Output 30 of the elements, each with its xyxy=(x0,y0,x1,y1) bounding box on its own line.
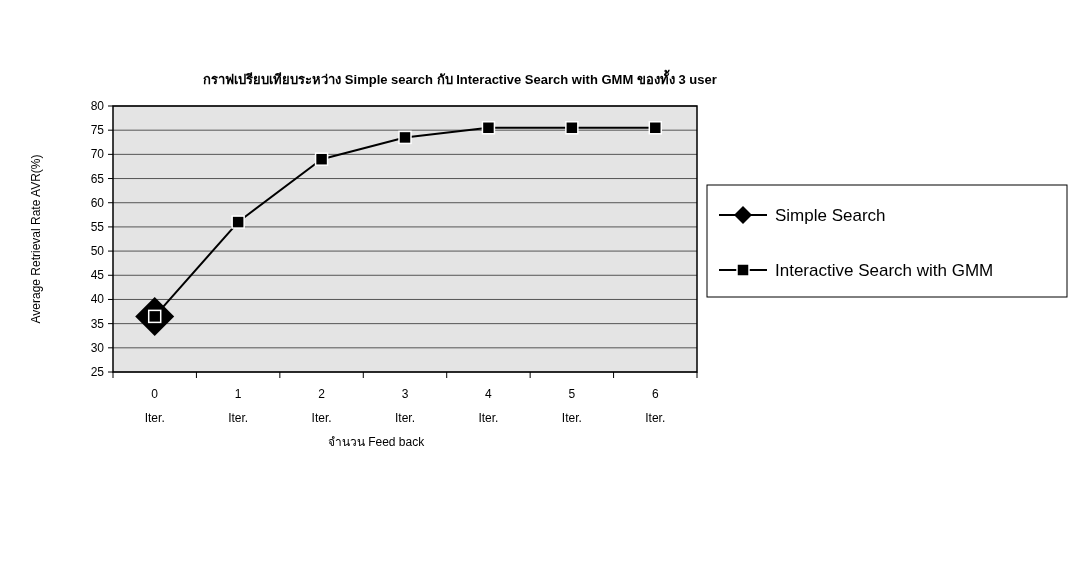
y-tick-label: 65 xyxy=(90,171,105,186)
x-tick-label: 4 Iter. xyxy=(478,387,499,425)
x-tick-label: 2 Iter. xyxy=(311,387,332,425)
x-axis-title: จำนวน Feed back xyxy=(327,435,426,449)
point xyxy=(565,121,579,135)
y-tick-label: 25 xyxy=(90,365,105,379)
x-tick-label: 6 Iter. xyxy=(645,387,666,425)
point xyxy=(481,121,496,135)
y-tick-label: 50 xyxy=(90,244,105,259)
chart-title: กราฟเปรียบเทียบระหว่าง Simple search กับ Interactive Search with GMM ของทั้ง 3 user xyxy=(203,69,717,87)
x-tick-label: 5 Iter. xyxy=(561,387,582,425)
legend-label: Simple Search xyxy=(775,206,886,225)
y-tick-label: 40 xyxy=(90,292,105,307)
y-tick-label: 75 xyxy=(90,123,105,138)
y-tick-label: 55 xyxy=(90,219,105,234)
legend-label: Interactive Search with GMM xyxy=(775,261,994,280)
point xyxy=(648,121,663,135)
y-tick-label: 80 xyxy=(90,99,105,113)
y-tick-label: 35 xyxy=(90,316,105,331)
x-tick-label: 1 Iter. xyxy=(228,387,249,425)
x-tick-label: 0 Iter. xyxy=(144,387,165,425)
y-tick-label: 60 xyxy=(90,195,105,210)
point xyxy=(231,215,245,229)
y-tick-label: 70 xyxy=(90,147,105,162)
point xyxy=(314,152,329,166)
point xyxy=(398,130,412,145)
x-tick-label: 3 Iter. xyxy=(394,387,416,425)
y-axis-title: Average Retrieval Rate AVR(%) xyxy=(29,154,43,324)
y-tick-label: 45 xyxy=(90,268,105,283)
y-tick-label: 30 xyxy=(90,340,105,355)
